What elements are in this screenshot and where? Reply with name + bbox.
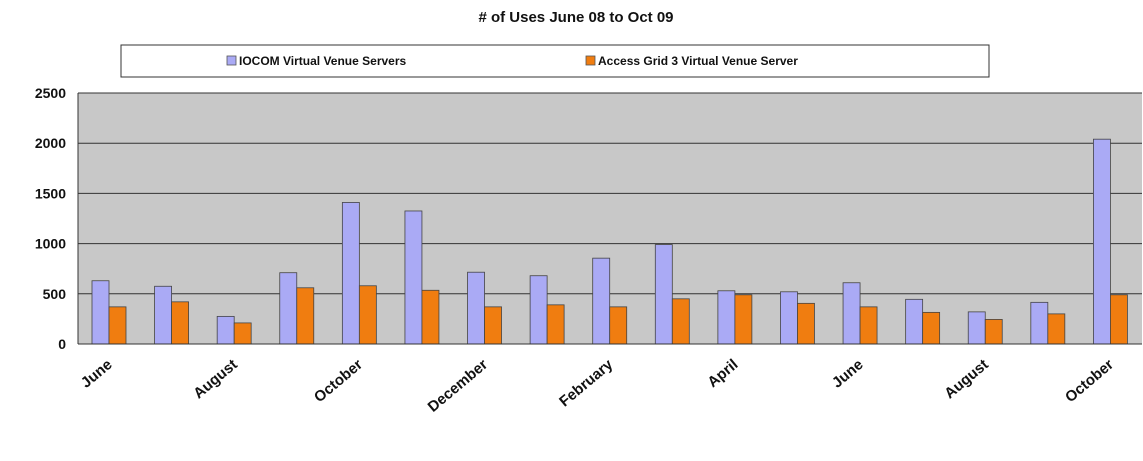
gridlines bbox=[78, 92, 1142, 295]
x-axis-ticks: June August October December February April Ju… bbox=[78, 356, 1117, 416]
bar-access-grid bbox=[296, 287, 315, 345]
bar-iocom bbox=[91, 280, 110, 345]
bar-access-grid bbox=[1110, 294, 1128, 345]
legend-label-ag3: Access Grid 3 Virtual Venue Server bbox=[598, 54, 798, 68]
bar-iocom bbox=[341, 202, 360, 345]
bar-access-grid bbox=[671, 298, 690, 345]
bar-iocom bbox=[154, 285, 172, 345]
bar-iocom bbox=[592, 257, 611, 345]
y-tick-label: 500 bbox=[43, 286, 67, 302]
bar-iocom bbox=[1093, 138, 1111, 345]
chart-title: # of Uses June 08 to Oct 09 bbox=[478, 9, 673, 26]
legend: IOCOM Virtual Venue Servers Access Grid … bbox=[120, 44, 990, 78]
bar-access-grid bbox=[421, 289, 440, 345]
bar-access-grid bbox=[484, 306, 502, 345]
bar-iocom bbox=[967, 311, 986, 345]
legend-swatch-ag3 bbox=[585, 55, 596, 66]
bar-access-grid bbox=[358, 285, 377, 345]
bars bbox=[91, 138, 1128, 345]
bar-iocom bbox=[654, 244, 673, 345]
bar-access-grid bbox=[734, 294, 753, 345]
x-tick-label: June bbox=[78, 356, 116, 392]
y-tick-label: 1000 bbox=[35, 236, 66, 252]
bar-iocom bbox=[905, 298, 924, 345]
bar-iocom bbox=[529, 275, 548, 345]
bar-iocom bbox=[216, 315, 235, 345]
bar-iocom bbox=[717, 290, 736, 345]
x-tick-label: December bbox=[425, 356, 492, 416]
bar-iocom bbox=[1030, 301, 1049, 345]
x-tick-label: August bbox=[941, 356, 992, 402]
legend-box bbox=[120, 44, 990, 78]
bar-access-grid bbox=[609, 306, 628, 345]
bar-access-grid bbox=[1047, 313, 1066, 345]
x-tick-label: August bbox=[190, 356, 241, 402]
x-tick-label: October bbox=[1062, 356, 1117, 406]
bar-iocom bbox=[842, 282, 861, 345]
x-tick-label: June bbox=[829, 356, 867, 392]
bar-access-grid bbox=[797, 302, 815, 345]
x-tick-label: April bbox=[704, 356, 741, 391]
legend-swatch-iocom bbox=[226, 55, 237, 66]
y-tick-label: 1500 bbox=[35, 185, 66, 201]
y-tick-label: 2000 bbox=[35, 135, 66, 151]
bar-iocom bbox=[404, 210, 423, 345]
bar-access-grid bbox=[233, 322, 252, 345]
bar-iocom bbox=[279, 272, 298, 345]
bar-access-grid bbox=[108, 306, 127, 345]
bar-iocom bbox=[467, 271, 485, 345]
bar-access-grid bbox=[859, 306, 878, 345]
bar-access-grid bbox=[984, 319, 1003, 345]
x-tick-label: February bbox=[556, 356, 617, 411]
bar-iocom bbox=[780, 291, 798, 345]
y-tick-label: 0 bbox=[58, 336, 66, 352]
y-axis-ticks: 0 500 1000 1500 2000 2500 bbox=[35, 85, 66, 352]
bar-access-grid bbox=[546, 304, 565, 345]
legend-label-iocom: IOCOM Virtual Venue Servers bbox=[239, 54, 407, 68]
x-tick-label: October bbox=[311, 356, 366, 406]
bar-access-grid bbox=[922, 311, 941, 345]
bar-access-grid bbox=[171, 301, 189, 345]
y-tick-label: 2500 bbox=[35, 85, 66, 101]
